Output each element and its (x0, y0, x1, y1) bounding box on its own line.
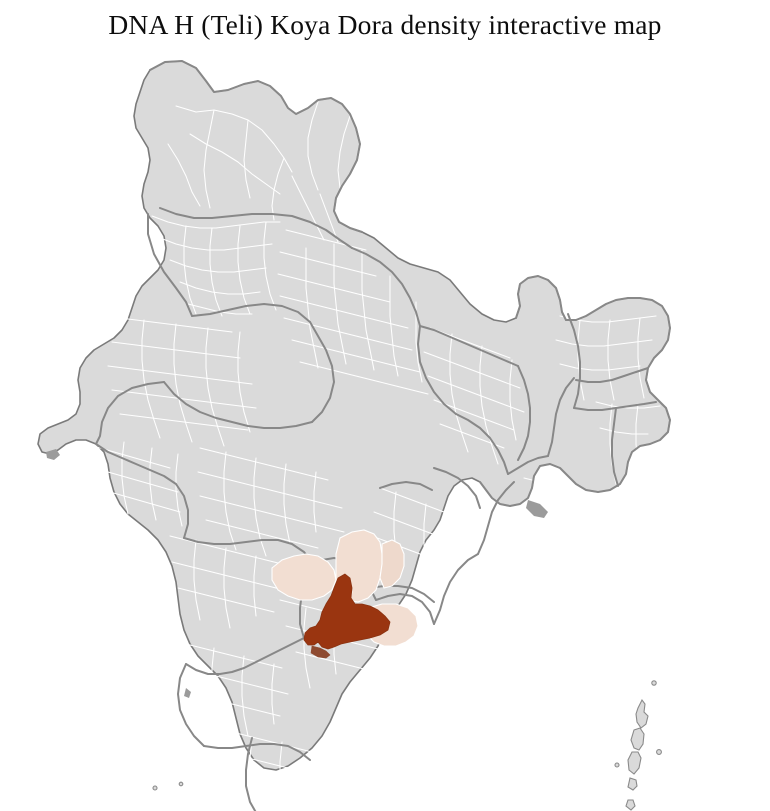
district-very-high-satellite[interactable] (310, 645, 331, 659)
state-boundaries (95, 60, 671, 811)
district-very-high-core[interactable] (303, 573, 391, 650)
district-boundaries (85, 101, 661, 799)
andaman-middle-island (630, 727, 645, 751)
choropleth-highlight-layer[interactable] (271, 529, 419, 659)
lakshadweep-dot-a (152, 785, 158, 791)
island-dot-c (614, 762, 620, 768)
district-low-west[interactable] (271, 553, 337, 601)
andaman-south-island (627, 751, 642, 775)
island-dot-a (651, 680, 657, 686)
sundarbans-enclave (526, 500, 548, 518)
andaman-north-island (635, 698, 649, 729)
map-container[interactable] (0, 48, 770, 811)
island-territories (152, 680, 662, 811)
kutch-tip-enclave (46, 449, 60, 460)
nicobar-car-island (625, 799, 636, 811)
page-title: DNA H (Teli) Koya Dora density interacti… (108, 9, 662, 40)
andaman-little-island (627, 777, 638, 791)
coastal-enclaves (46, 449, 548, 698)
map-base-layer (37, 60, 671, 811)
goa-coast-enclave (184, 688, 191, 698)
district-low-northeast[interactable] (379, 539, 405, 589)
india-district-choropleth-map[interactable] (0, 48, 770, 811)
island-dot-b (656, 749, 662, 755)
lakshadweep-dot-b (178, 781, 184, 787)
